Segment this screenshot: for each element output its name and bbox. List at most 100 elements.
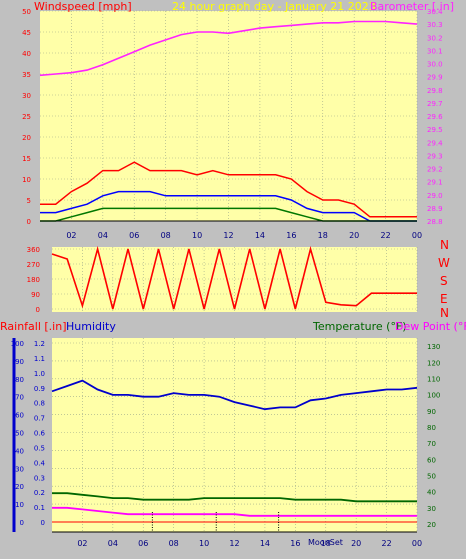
humidity-line xyxy=(51,379,418,411)
wind-tick-label: 30 xyxy=(22,92,31,100)
barometer-tick-label: 29.8 xyxy=(427,87,443,95)
humidity-tick-label: 80 xyxy=(15,376,24,384)
rain-tick-label: 0.3 xyxy=(34,474,45,482)
wind-tick-label: 10 xyxy=(22,176,31,184)
dewpoint-line xyxy=(52,506,417,517)
humidity-tick-label: 50 xyxy=(15,430,24,438)
rain-tick-label: 1.1 xyxy=(34,355,45,363)
temperature-tick-label: 120 xyxy=(427,359,440,367)
rain-tick-label: 0 xyxy=(41,519,45,527)
wind-tick-label: 45 xyxy=(22,29,31,37)
temperature-tick-label: 50 xyxy=(427,472,436,480)
barometer-tick-label: 30.3 xyxy=(427,21,443,29)
wind-tick-label: 15 xyxy=(22,155,31,163)
temperature-label: Temperature (°F) xyxy=(312,320,407,333)
wind-x-axis: 02 04 06 08 10 12 14 16 18 20 22 00 xyxy=(66,231,422,240)
lower-axes: 0 10 20 30 40 50 60 70 80 90 100 0 0.1 0.2 0.3 0.4 0.5 0.… xyxy=(11,340,441,529)
lower-x-tick-label: 22 xyxy=(381,539,391,548)
wind-x-tick-label: 02 xyxy=(66,231,76,240)
temperature-tick-label: 110 xyxy=(427,375,440,383)
wind-average-line xyxy=(40,190,417,222)
direction-tick-label: 360 xyxy=(27,246,40,254)
wind-tick-label: 25 xyxy=(22,113,31,121)
direction-north-label: N xyxy=(440,238,449,252)
lower-x-tick-label: 20 xyxy=(351,539,361,548)
wind-x-tick-label: 16 xyxy=(286,231,296,240)
wind-x-tick-label: 20 xyxy=(349,231,359,240)
barometer-tick-label: 29.6 xyxy=(427,113,443,121)
wind-x-tick-label: 10 xyxy=(192,231,202,240)
barometer-tick-label: 30.2 xyxy=(427,34,443,42)
rain-tick-label: 0.1 xyxy=(34,504,45,512)
temperature-tick-label: 30 xyxy=(427,505,436,513)
barometer-label: Barometer [.in] xyxy=(370,0,454,13)
barometer-tick-label: 29.2 xyxy=(427,166,443,174)
temperature-line xyxy=(52,492,417,503)
barometer-tick-label: 29.4 xyxy=(427,139,443,147)
lower-x-tick-label: 04 xyxy=(108,539,118,548)
barometer-tick-label: 30.4 xyxy=(427,8,443,16)
direction-tick-label: 90 xyxy=(31,291,40,299)
rain-tick-label: 0.5 xyxy=(34,444,45,452)
temperature-tick-label: 40 xyxy=(427,489,436,497)
direction-north-bottom-label: N xyxy=(440,306,449,320)
barometer-tick-label: 30.1 xyxy=(427,47,443,55)
wind-x-tick-label: 12 xyxy=(223,231,233,240)
temperature-tick-label: 130 xyxy=(427,343,440,351)
barometer-series xyxy=(39,20,418,77)
direction-tick-label: 180 xyxy=(27,276,40,284)
wind-tick-label: 40 xyxy=(22,50,31,58)
lower-x-tick-label: 06 xyxy=(138,539,148,548)
humidity-label: Humidity xyxy=(66,320,116,333)
wind-tick-label: 50 xyxy=(22,8,31,16)
rain-tick-label: 0.6 xyxy=(34,430,46,438)
direction-west-label: W xyxy=(438,256,450,270)
humidity-grid xyxy=(52,338,418,532)
humidity-tick-label: 100 xyxy=(11,340,24,348)
lower-x-axis: 02 04 06 08 10 12 14 16 18 20 22 00 xyxy=(77,539,422,548)
humidity-tick-label: 70 xyxy=(15,394,24,402)
rain-tick-label: 1.0 xyxy=(34,370,45,378)
rain-tick-label: 0.9 xyxy=(34,385,45,393)
wind-x-tick-label: 08 xyxy=(161,231,171,240)
direction-tick-label: 270 xyxy=(27,261,40,269)
humidity-tick-label: 40 xyxy=(15,447,24,455)
wind-x-tick-label: 06 xyxy=(129,231,139,240)
lower-x-tick-label: 18 xyxy=(321,539,331,548)
wind-x-tick-label: 22 xyxy=(380,231,390,240)
dewpoint-label: Dew Point (°F) xyxy=(395,320,466,333)
lower-x-tick-label: 16 xyxy=(290,539,300,548)
barometer-tick-label: 28.9 xyxy=(427,205,443,213)
wind-axis: 0 5 10 15 20 25 30 35 40 45 50 xyxy=(22,8,31,226)
direction-south-label: S xyxy=(440,274,448,288)
rain-tick-label: 0.8 xyxy=(34,400,45,408)
rain-tick-label: 0.2 xyxy=(34,489,45,497)
event-markers xyxy=(151,512,280,532)
temperature-tick-label: 90 xyxy=(427,408,436,416)
lower-x-tick-label: 00 xyxy=(412,539,422,548)
barometer-tick-label: 29.5 xyxy=(427,126,443,134)
wind-tick-label: 35 xyxy=(22,71,31,79)
humidity-tick-label: 90 xyxy=(15,358,24,366)
rain-tick-label: 0.7 xyxy=(34,415,45,423)
humidity-temperature-series xyxy=(51,379,418,533)
wind-x-tick-label: 18 xyxy=(318,231,328,240)
barometer-tick-label: 29.3 xyxy=(427,152,443,160)
humidity-tick-label: 30 xyxy=(15,465,24,473)
barometer-tick-label: 28.8 xyxy=(427,218,443,226)
wind-x-tick-label: 00 xyxy=(412,231,422,240)
wind-gust-line xyxy=(40,161,417,218)
barometer-tick-label: 29.0 xyxy=(427,192,443,200)
temperature-tick-label: 60 xyxy=(427,456,436,464)
humidity-tick-label: 60 xyxy=(15,412,24,420)
barometer-tick-label: 29.1 xyxy=(427,179,443,187)
lower-x-tick-label: 10 xyxy=(199,539,209,548)
lower-x-tick-label: 14 xyxy=(260,539,270,548)
lower-x-tick-label: 02 xyxy=(77,539,87,548)
barometer-line xyxy=(39,20,418,77)
temperature-tick-label: 100 xyxy=(427,392,440,400)
temperature-tick-label: 70 xyxy=(427,440,436,448)
direction-east-label: E xyxy=(440,292,448,306)
wind-tick-label: 5 xyxy=(27,197,31,205)
